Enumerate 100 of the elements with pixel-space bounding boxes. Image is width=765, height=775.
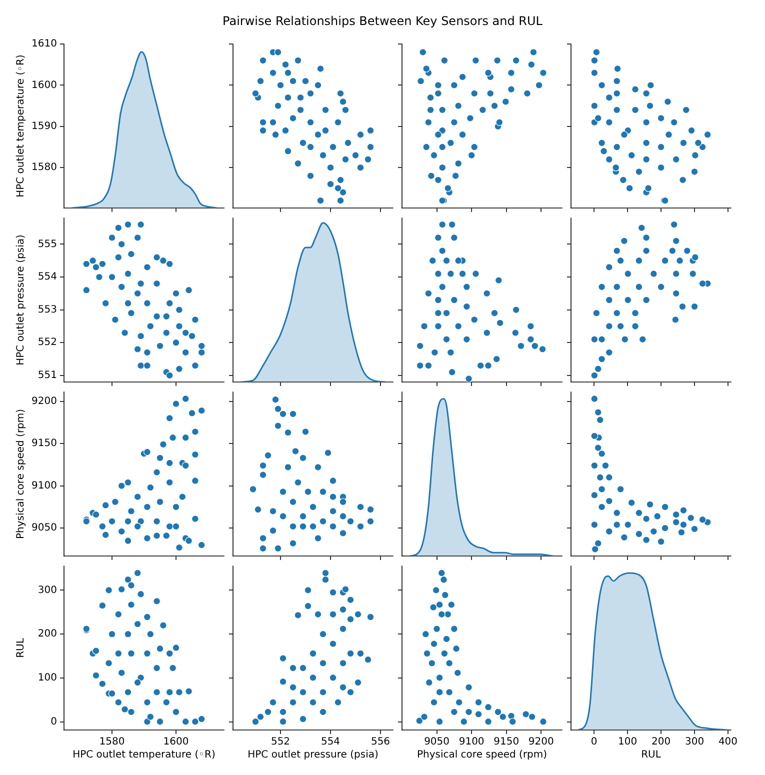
point xyxy=(483,290,491,298)
point xyxy=(98,260,106,268)
point xyxy=(628,499,636,506)
point xyxy=(450,296,458,304)
point xyxy=(452,172,460,180)
point xyxy=(162,312,170,320)
point xyxy=(683,247,691,254)
point xyxy=(105,586,112,594)
point xyxy=(526,336,534,344)
point xyxy=(252,90,260,98)
point xyxy=(590,462,598,470)
point xyxy=(108,234,116,242)
point xyxy=(274,102,282,110)
point xyxy=(259,56,267,64)
point xyxy=(306,172,314,180)
point xyxy=(102,300,110,307)
point xyxy=(613,509,621,517)
point xyxy=(612,164,620,172)
point xyxy=(314,534,322,542)
point xyxy=(314,464,322,471)
point xyxy=(613,521,621,528)
point xyxy=(646,82,654,89)
point xyxy=(198,406,206,414)
point xyxy=(342,106,350,114)
point xyxy=(446,659,454,667)
point xyxy=(356,503,364,511)
point xyxy=(531,342,539,350)
point xyxy=(128,600,135,608)
point xyxy=(605,322,613,330)
point xyxy=(326,164,334,172)
point xyxy=(616,256,624,264)
point xyxy=(642,296,650,304)
point xyxy=(422,630,430,638)
point xyxy=(166,300,174,307)
point xyxy=(688,126,696,134)
point xyxy=(192,450,199,458)
point xyxy=(426,106,434,114)
point xyxy=(256,77,264,85)
point xyxy=(137,332,144,340)
point xyxy=(676,256,684,264)
point xyxy=(309,522,317,530)
point xyxy=(172,644,180,652)
point xyxy=(364,156,372,164)
point xyxy=(294,56,302,64)
point xyxy=(314,130,322,138)
point xyxy=(82,286,90,294)
point xyxy=(632,86,639,94)
point xyxy=(182,395,190,402)
point xyxy=(494,276,502,284)
point xyxy=(334,184,342,192)
point xyxy=(299,512,307,520)
point xyxy=(198,342,206,350)
point xyxy=(434,322,442,330)
point xyxy=(192,362,199,370)
point xyxy=(602,462,610,470)
point xyxy=(299,664,307,672)
point xyxy=(672,290,680,298)
point xyxy=(322,576,330,584)
point xyxy=(336,196,344,204)
point xyxy=(535,82,543,89)
point xyxy=(484,362,492,370)
y-tick-label: 1580 xyxy=(32,162,57,174)
point xyxy=(616,322,624,330)
y-axis-title: HPC outlet pressure (psia) xyxy=(16,234,27,366)
point xyxy=(299,454,307,462)
point xyxy=(366,613,374,621)
point xyxy=(605,94,613,102)
point xyxy=(329,143,337,151)
point xyxy=(319,659,327,667)
point xyxy=(354,678,362,686)
point xyxy=(334,118,342,126)
point xyxy=(134,493,142,501)
point xyxy=(346,518,354,526)
y-tick-label: 552 xyxy=(38,337,57,348)
point xyxy=(299,139,307,147)
point xyxy=(98,680,106,688)
point xyxy=(108,630,116,638)
point xyxy=(92,510,100,518)
point xyxy=(440,56,448,64)
point xyxy=(322,106,330,114)
point xyxy=(153,280,160,288)
point xyxy=(436,600,444,608)
point xyxy=(670,220,678,228)
point xyxy=(316,65,324,72)
y-tick-label: 300 xyxy=(38,584,57,596)
point xyxy=(118,586,126,594)
point xyxy=(134,620,142,628)
point xyxy=(339,606,347,614)
point xyxy=(124,537,132,544)
y-tick-label: 1610 xyxy=(32,38,57,50)
point xyxy=(118,669,126,677)
point xyxy=(590,521,598,528)
point xyxy=(499,713,507,721)
point xyxy=(476,362,484,370)
point xyxy=(282,126,290,134)
point xyxy=(114,698,122,706)
point xyxy=(590,395,598,402)
point xyxy=(444,184,452,192)
point xyxy=(134,290,142,298)
point xyxy=(124,478,132,486)
